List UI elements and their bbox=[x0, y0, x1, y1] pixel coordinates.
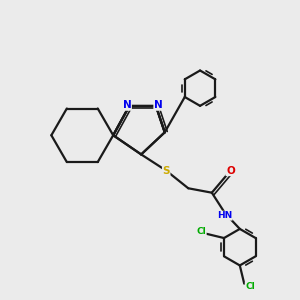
Text: N: N bbox=[154, 100, 163, 110]
Text: O: O bbox=[226, 166, 235, 176]
Text: N: N bbox=[123, 100, 131, 110]
Text: HN: HN bbox=[217, 211, 232, 220]
Text: Cl: Cl bbox=[245, 282, 255, 291]
Text: Cl: Cl bbox=[196, 227, 206, 236]
Text: S: S bbox=[162, 166, 170, 176]
